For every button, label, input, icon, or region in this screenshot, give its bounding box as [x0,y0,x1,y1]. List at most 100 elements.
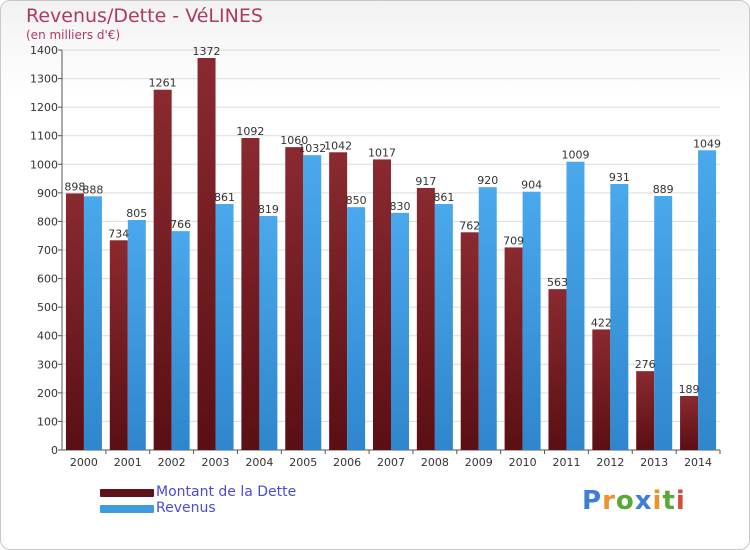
bar-dette [416,188,435,450]
y-tick-label: 1000 [30,158,58,171]
data-label-dette: 189 [679,383,700,396]
y-tick-label: 100 [37,415,58,428]
data-label-revenus: 904 [521,179,542,192]
data-label-dette: 1017 [368,146,396,159]
bar-revenus [698,150,717,451]
chart-subtitle: (en milliers d'€) [26,28,121,42]
x-tick-label: 2010 [509,456,537,469]
legend-swatch-dette [100,489,154,497]
bar-dette [197,58,216,450]
x-tick-label: 2007 [377,456,405,469]
y-tick-label: 800 [37,215,58,228]
data-label-revenus: 1049 [693,137,721,150]
logo-letter: o [615,486,635,516]
logo-letter: P [582,486,603,516]
y-tick-label: 400 [37,330,58,343]
bar-dette [636,371,655,450]
bar-revenus [171,231,190,450]
bar-dette [460,232,479,450]
data-label-revenus: 888 [82,183,103,196]
data-label-revenus: 766 [170,218,191,231]
x-tick-label: 2002 [158,456,186,469]
bar-revenus [654,196,673,450]
data-label-revenus: 931 [609,171,630,184]
data-label-dette: 1372 [193,45,221,58]
data-label-revenus: 850 [346,194,367,207]
x-tick-label: 2000 [70,456,98,469]
data-label-revenus: 805 [126,207,147,220]
y-tick-label: 1100 [30,130,58,143]
bar-revenus [215,204,234,450]
bar-revenus [566,161,585,450]
y-tick-label: 700 [37,244,58,257]
y-tick-label: 0 [51,444,58,457]
bar-dette [548,289,567,450]
data-label-revenus: 1032 [298,142,326,155]
axes: 0 100 200 300 400 500 600 700 800 900 1000 1100 1200… [30,44,721,469]
y-tick-label: 200 [37,387,58,400]
bar-revenus [522,191,541,450]
bar-dette [680,396,699,450]
data-label-dette: 734 [108,227,129,240]
y-tick-label: 500 [37,301,58,314]
data-label-revenus: 819 [258,203,279,216]
bar-revenus [434,204,453,450]
bar-revenus [391,212,409,450]
x-tick-label: 2008 [421,456,449,469]
legend-label-revenus: Revenus [156,500,216,516]
x-tick-label: 2006 [333,456,361,469]
bar-dette [504,247,523,450]
data-label-dette: 1042 [324,139,352,152]
logo-letter: i [652,486,663,516]
data-label-revenus: 861 [433,191,454,204]
y-tick-label: 1200 [30,101,58,114]
bar-dette [241,138,260,450]
x-tick-label: 2009 [465,456,493,469]
bar-revenus [478,187,497,450]
y-tick-label: 300 [37,358,58,371]
x-tick-label: 2014 [684,456,712,469]
bar-dette [109,240,128,450]
bar-revenus [303,155,322,450]
data-label-dette: 1060 [280,134,308,147]
data-label-revenus: 920 [477,174,498,187]
bar-revenus [259,216,278,450]
data-label-dette: 276 [635,358,656,371]
data-label-dette: 422 [591,316,612,329]
data-label-dette: 1092 [236,125,264,138]
y-tick-label: 900 [37,187,58,200]
data-label-dette: 709 [503,234,524,247]
bar-revenus [127,220,146,450]
legend-swatch-revenus [100,505,154,513]
proxiti-logo: Proxiti [582,486,686,516]
x-tick-label: 2001 [114,456,142,469]
data-label-dette: 898 [64,180,85,193]
data-label-revenus: 1009 [561,149,589,162]
x-tick-label: 2003 [202,456,230,469]
logo-letter: x [634,486,653,516]
x-tick-label: 2004 [245,456,273,469]
logo-letter: r [602,486,616,516]
bar-dette [592,329,611,450]
data-label-dette: 762 [459,219,480,232]
y-tick-label: 1300 [30,73,58,86]
bar-dette [373,159,391,450]
y-tick-label: 600 [37,273,58,286]
legend-label-dette: Montant de la Dette [156,484,297,500]
bar-dette [329,152,348,451]
bar-revenus [347,207,366,450]
x-tick-label: 2005 [289,456,317,469]
bar-dette [65,193,84,450]
bar-dette [285,147,304,450]
x-tick-label: 2011 [552,456,580,469]
data-label-dette: 1261 [149,77,177,90]
data-label-revenus: 889 [653,183,674,196]
logo-letter: i [675,486,686,516]
x-tick-label: 2013 [640,456,668,469]
logo-letter: t [662,486,676,516]
bar-revenus [610,184,629,450]
bar-dette [153,89,172,450]
bar-revenus [83,196,102,450]
